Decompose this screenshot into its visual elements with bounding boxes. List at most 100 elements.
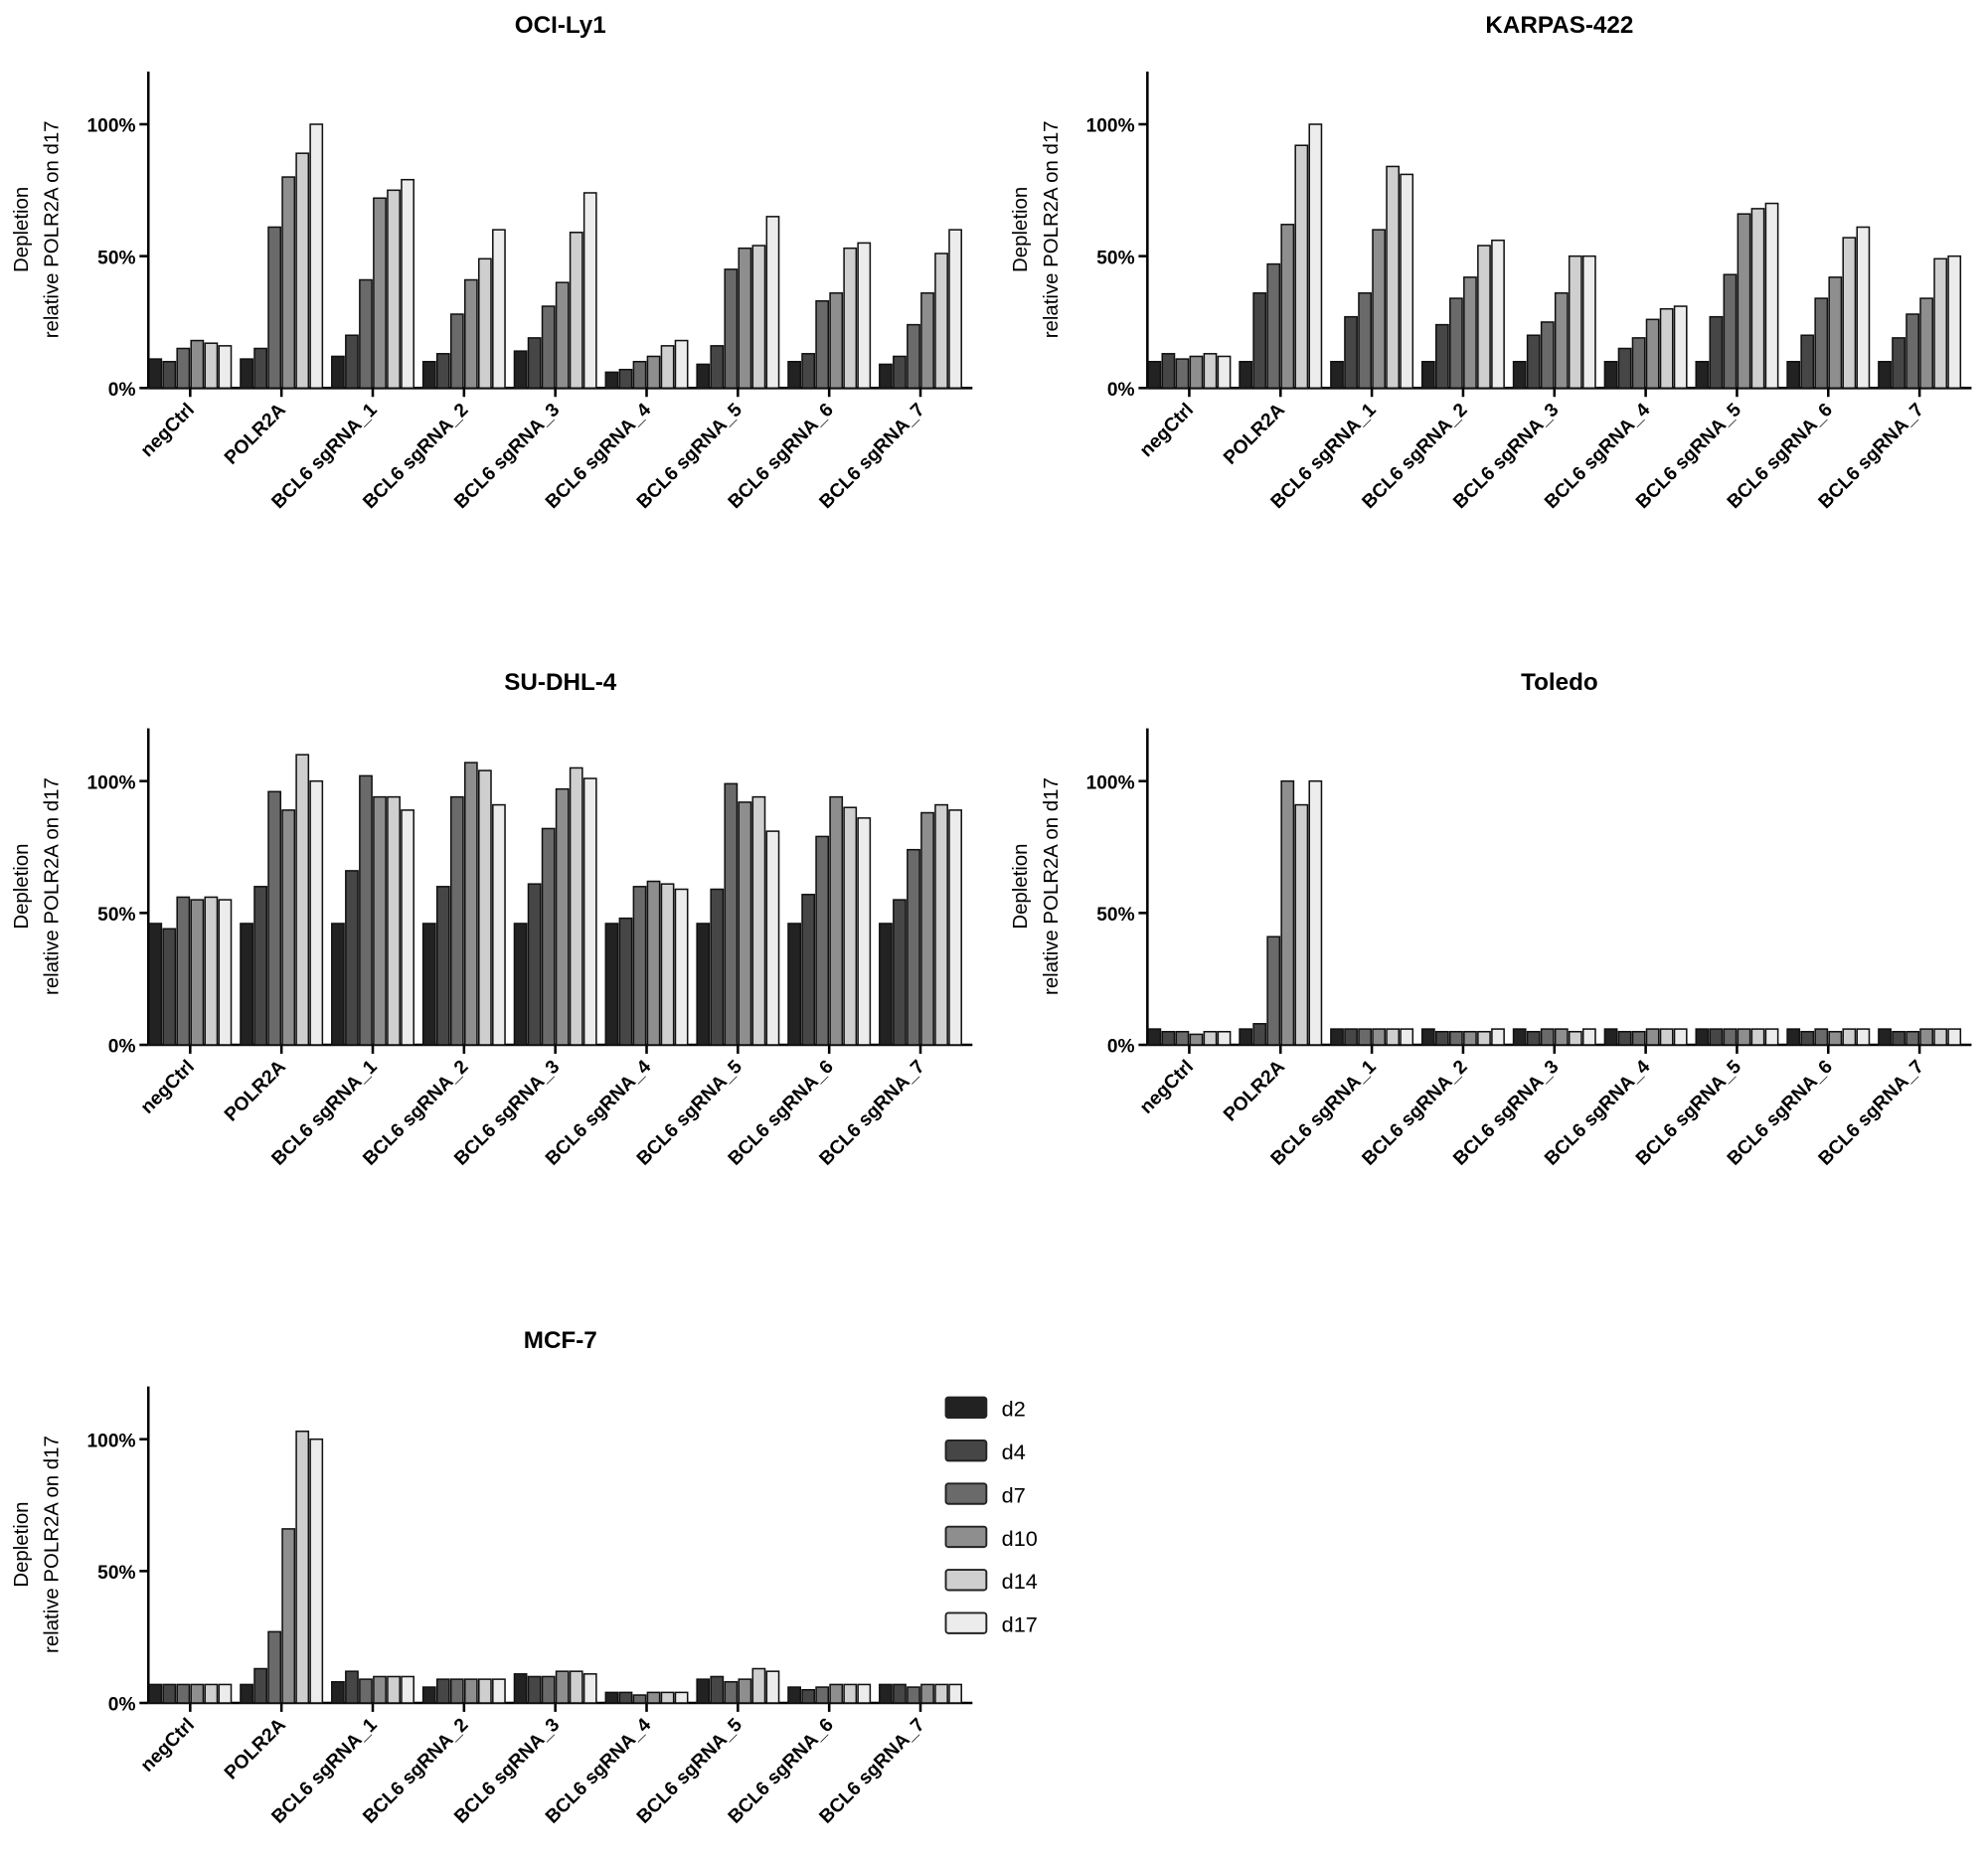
bar-bcl6-sgrna_5-d2	[1695, 361, 1710, 390]
bar-bcl6-sgrna_3-d4	[527, 1675, 542, 1704]
bar-bcl6-sgrna_6-d7	[815, 1686, 830, 1704]
bar-bcl6-sgrna_6-d2	[787, 361, 801, 390]
bar-negctrl-d14	[204, 342, 219, 390]
bar-bcl6-sgrna_3-d14	[569, 766, 583, 1046]
bar-bcl6-sgrna_2-d14	[477, 769, 492, 1046]
bar-bcl6-sgrna_4-d17	[1673, 305, 1688, 390]
bar-bcl6-sgrna_6-d2	[1786, 1028, 1801, 1046]
bar-bcl6-sgrna_3-d14	[569, 1670, 583, 1704]
legend-swatch-d17	[944, 1611, 988, 1634]
bar-bcl6-sgrna_5-d14	[751, 1667, 766, 1704]
bar-negctrl-d2	[1147, 361, 1162, 390]
bar-bcl6-sgrna_5-d2	[1695, 1028, 1710, 1046]
bar-bcl6-sgrna_2-d2	[421, 923, 436, 1046]
bar-bcl6-sgrna_1-d10	[373, 197, 387, 390]
bar-bcl6-sgrna_2-d2	[1420, 1028, 1435, 1046]
bar-bcl6-sgrna_2-d10	[1463, 1030, 1477, 1046]
bar-bcl6-sgrna_6-d7	[1814, 297, 1829, 390]
bar-bcl6-sgrna_4-d14	[660, 883, 675, 1046]
y-tick-label: 50%	[97, 905, 135, 926]
bar-bcl6-sgrna_5-d2	[696, 923, 711, 1046]
bar-bcl6-sgrna_6-d10	[829, 1683, 844, 1704]
y-tick-label: 100%	[87, 116, 136, 137]
bar-polr2a-d10	[1280, 779, 1295, 1046]
bar-bcl6-sgrna_3-d4	[1526, 334, 1541, 390]
bar-bcl6-sgrna_3-d7	[541, 827, 556, 1046]
bar-bcl6-sgrna_2-d10	[1463, 276, 1477, 390]
bar-bcl6-sgrna_7-d14	[934, 803, 948, 1046]
bar-bcl6-sgrna_1-d2	[1330, 1028, 1344, 1046]
y-axis-label-line: relative POLR2A on d17	[42, 1436, 64, 1653]
bar-bcl6-sgrna_7-d4	[893, 1683, 907, 1704]
bar-polr2a-d7	[267, 1630, 282, 1704]
bar-bcl6-sgrna_2-d4	[435, 886, 450, 1046]
bar-bcl6-sgrna_3-d14	[569, 232, 583, 390]
bar-bcl6-sgrna_4-d14	[1659, 1028, 1674, 1046]
bar-bcl6-sgrna_6-d7	[1814, 1028, 1829, 1046]
bar-bcl6-sgrna_5-d17	[765, 830, 780, 1046]
legend-swatch-d4	[944, 1440, 988, 1462]
bar-bcl6-sgrna_5-d4	[710, 1675, 725, 1704]
bar-bcl6-sgrna_6-d2	[787, 923, 801, 1046]
bar-polr2a-d2	[240, 923, 253, 1046]
bar-bcl6-sgrna_3-d2	[513, 350, 528, 390]
bar-bcl6-sgrna_2-d7	[449, 1678, 464, 1704]
bar-bcl6-sgrna_1-d10	[1372, 1028, 1387, 1046]
y-axis-label: Depletion relative POLR2A on d17	[1010, 777, 1063, 995]
y-tick-label: 100%	[1086, 772, 1135, 793]
bar-polr2a-d10	[1280, 224, 1295, 390]
bar-bcl6-sgrna_2-d10	[463, 278, 478, 390]
chart-panel-karpas-422: KARPAS-422 Depletion relative POLR2A on d1…	[1010, 12, 1972, 513]
bar-bcl6-sgrna_7-d17	[948, 229, 962, 390]
bar-polr2a-d10	[281, 176, 296, 390]
bar-bcl6-sgrna_4-d17	[674, 888, 689, 1046]
bar-bcl6-sgrna_4-d7	[632, 361, 647, 390]
bar-bcl6-sgrna_5-d4	[1709, 315, 1724, 390]
bar-negctrl-d17	[218, 1683, 233, 1704]
chart-title: SU-DHL-4	[504, 669, 617, 696]
bar-polr2a-d17	[1308, 123, 1323, 390]
y-tick-label: 50%	[1096, 248, 1134, 268]
bar-bcl6-sgrna_5-d2	[696, 1678, 711, 1704]
bar-bcl6-sgrna_4-d4	[618, 917, 633, 1046]
y-tick-label: 0%	[1107, 1037, 1135, 1058]
y-axis-label-line: Depletion	[11, 187, 33, 272]
bar-bcl6-sgrna_2-d2	[421, 361, 436, 390]
bar-bcl6-sgrna_7-d10	[920, 811, 934, 1046]
bar-negctrl-d4	[162, 361, 177, 390]
legend-label-d14: d14	[1002, 1569, 1038, 1594]
legend-label-d4: d4	[1002, 1440, 1026, 1464]
bar-bcl6-sgrna_5-d4	[710, 345, 725, 390]
bar-bcl6-sgrna_1-d7	[359, 278, 373, 390]
y-axis-label: Depletion relative POLR2A on d17	[11, 1436, 64, 1653]
y-tick-label: 0%	[108, 1695, 136, 1716]
bar-bcl6-sgrna_3-d10	[555, 281, 570, 390]
bar-negctrl-d7	[1175, 358, 1190, 390]
bar-bcl6-sgrna_5-d10	[1737, 213, 1751, 390]
x-tick-label: POLR2A	[221, 400, 290, 469]
bar-bcl6-sgrna_2-d10	[463, 1678, 478, 1704]
bar-bcl6-sgrna_1-d17	[401, 178, 414, 390]
bar-bcl6-sgrna_3-d14	[1568, 254, 1582, 390]
bar-bcl6-sgrna_2-d7	[449, 313, 464, 390]
bar-bcl6-sgrna_5-d7	[724, 1681, 739, 1704]
y-axis-label: Depletion relative POLR2A on d17	[11, 777, 64, 995]
y-tick-label: 0%	[108, 1037, 136, 1058]
bar-bcl6-sgrna_2-d14	[477, 257, 492, 390]
bar-bcl6-sgrna_4-d4	[1617, 1030, 1632, 1046]
bar-bcl6-sgrna_7-d14	[934, 1683, 948, 1704]
bar-bcl6-sgrna_4-d10	[1645, 1028, 1660, 1046]
y-axis-label-line: Depletion	[11, 1501, 33, 1587]
bar-polr2a-d2	[1239, 361, 1253, 390]
bar-bcl6-sgrna_5-d7	[724, 782, 739, 1046]
legend: d2 d4 d7 d10 d14 d17	[944, 1396, 1038, 1637]
bar-bcl6-sgrna_7-d2	[879, 1683, 893, 1704]
bar-bcl6-sgrna_1-d17	[1400, 1028, 1414, 1046]
bar-bcl6-sgrna_4-d4	[618, 368, 633, 390]
bar-bcl6-sgrna_4-d14	[660, 1691, 675, 1704]
bar-bcl6-sgrna_6-d14	[843, 806, 858, 1046]
bar-negctrl-d7	[176, 896, 191, 1046]
bar-bcl6-sgrna_2-d4	[1435, 1030, 1449, 1046]
bar-bcl6-sgrna_1-d14	[1386, 165, 1401, 390]
bar-bcl6-sgrna_5-d4	[1709, 1028, 1724, 1046]
